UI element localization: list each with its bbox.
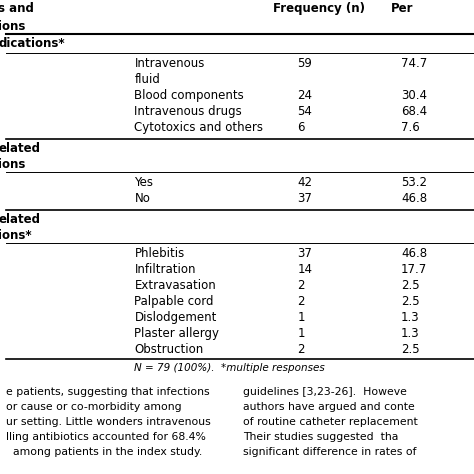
Text: guidelines [3,23-26].  Howeve: guidelines [3,23-26]. Howeve: [243, 387, 407, 397]
Text: or cause or co-morbidity among: or cause or co-morbidity among: [6, 402, 182, 412]
Text: elated: elated: [0, 213, 40, 226]
Text: 59: 59: [297, 57, 312, 70]
Text: 2.5: 2.5: [401, 343, 419, 356]
Text: 68.4: 68.4: [401, 105, 427, 118]
Text: significant difference in rates of: significant difference in rates of: [243, 447, 417, 457]
Text: Cytotoxics and others: Cytotoxics and others: [135, 121, 264, 134]
Text: 74.7: 74.7: [401, 57, 427, 70]
Text: Yes: Yes: [135, 176, 154, 189]
Text: dications*: dications*: [0, 37, 65, 50]
Text: Palpable cord: Palpable cord: [135, 295, 214, 308]
Text: Per: Per: [391, 2, 414, 15]
Text: 37: 37: [297, 247, 312, 260]
Text: 1: 1: [297, 327, 305, 340]
Text: among patients in the index study.: among patients in the index study.: [6, 447, 202, 457]
Text: Infiltration: Infiltration: [135, 263, 196, 276]
Text: Blood components: Blood components: [135, 89, 244, 102]
Text: 2: 2: [297, 295, 305, 308]
Text: Obstruction: Obstruction: [135, 343, 204, 356]
Text: No: No: [135, 192, 150, 205]
Text: authors have argued and conte: authors have argued and conte: [243, 402, 415, 412]
Text: 14: 14: [297, 263, 312, 276]
Text: fluid: fluid: [135, 73, 160, 86]
Text: Phlebitis: Phlebitis: [135, 247, 185, 260]
Text: s and: s and: [0, 2, 34, 15]
Text: Intravenous drugs: Intravenous drugs: [135, 105, 242, 118]
Text: N = 79 (100%).  *multiple responses: N = 79 (100%). *multiple responses: [135, 363, 325, 373]
Text: 37: 37: [297, 192, 312, 205]
Text: 1: 1: [297, 311, 305, 324]
Text: 6: 6: [297, 121, 305, 134]
Text: 53.2: 53.2: [401, 176, 427, 189]
Text: Frequency (n): Frequency (n): [273, 2, 365, 15]
Text: Dislodgement: Dislodgement: [135, 311, 217, 324]
Text: ions: ions: [0, 20, 26, 33]
Text: ur setting. Little wonders intravenous: ur setting. Little wonders intravenous: [6, 417, 211, 427]
Text: elated: elated: [0, 142, 40, 155]
Text: Plaster allergy: Plaster allergy: [135, 327, 219, 340]
Text: e patients, suggesting that infections: e patients, suggesting that infections: [6, 387, 210, 397]
Text: 7.6: 7.6: [401, 121, 419, 134]
Text: ions: ions: [0, 158, 26, 171]
Text: 17.7: 17.7: [401, 263, 427, 276]
Text: Intravenous: Intravenous: [135, 57, 205, 70]
Text: 2.5: 2.5: [401, 295, 419, 308]
Text: 2: 2: [297, 279, 305, 292]
Text: 1.3: 1.3: [401, 327, 419, 340]
Text: Extravasation: Extravasation: [135, 279, 216, 292]
Text: lling antibiotics accounted for 68.4%: lling antibiotics accounted for 68.4%: [6, 432, 206, 442]
Text: 46.8: 46.8: [401, 247, 427, 260]
Text: 42: 42: [297, 176, 312, 189]
Text: 2: 2: [297, 343, 305, 356]
Text: 24: 24: [297, 89, 312, 102]
Text: 54: 54: [297, 105, 312, 118]
Text: of routine catheter replacement: of routine catheter replacement: [243, 417, 418, 427]
Text: ions*: ions*: [0, 229, 32, 242]
Text: 30.4: 30.4: [401, 89, 427, 102]
Text: 1.3: 1.3: [401, 311, 419, 324]
Text: Their studies suggested  tha: Their studies suggested tha: [243, 432, 399, 442]
Text: 2.5: 2.5: [401, 279, 419, 292]
Text: 46.8: 46.8: [401, 192, 427, 205]
